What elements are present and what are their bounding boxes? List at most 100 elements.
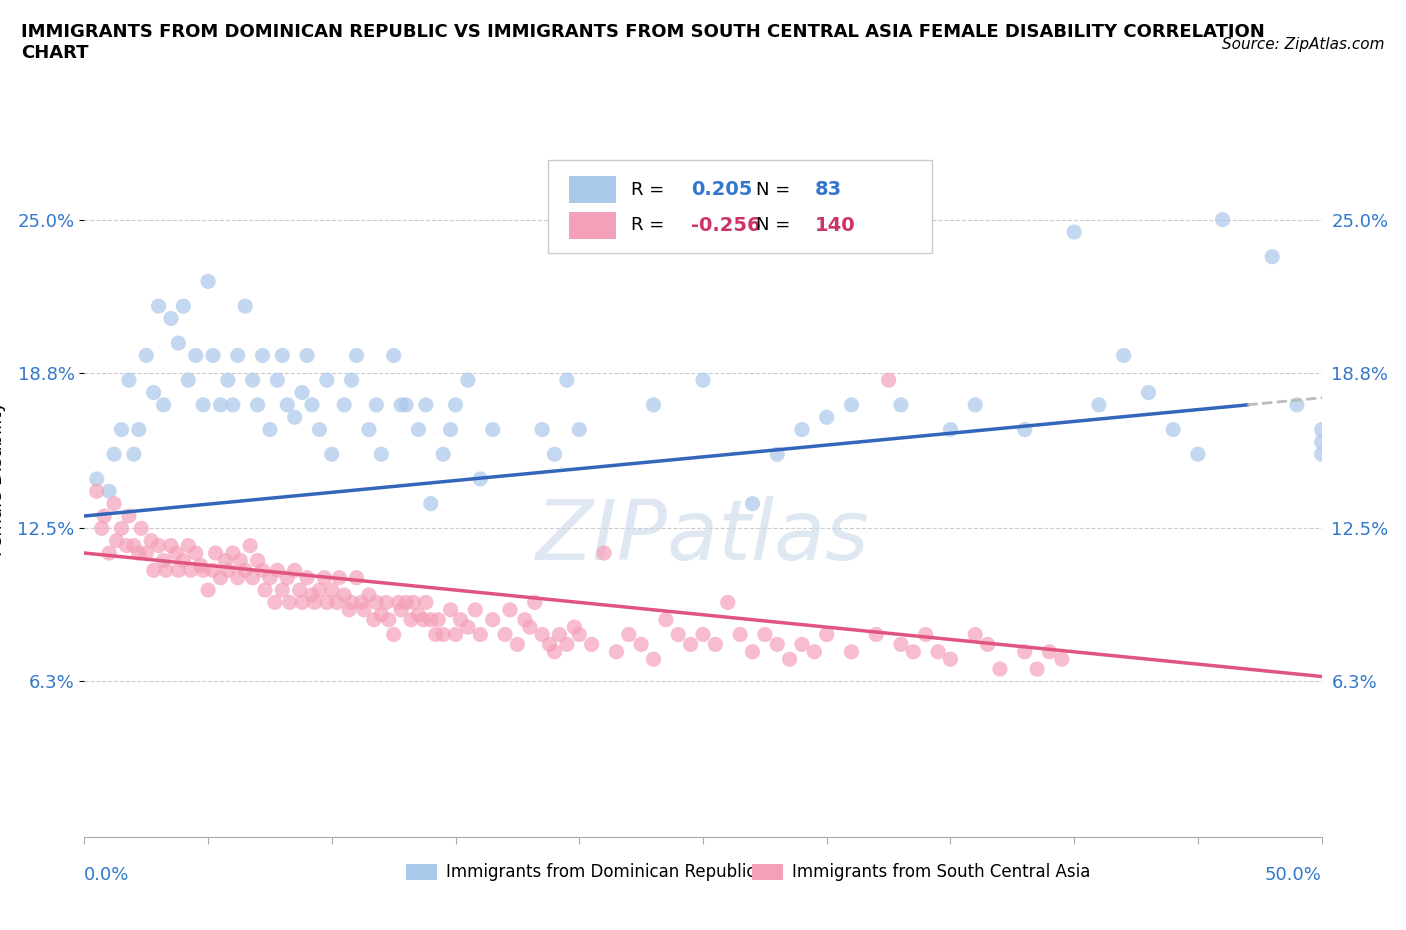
Point <box>766 446 789 461</box>
Point <box>118 373 141 388</box>
Point <box>191 397 214 412</box>
Point <box>122 446 145 461</box>
Point <box>226 348 249 363</box>
Text: 140: 140 <box>814 216 855 235</box>
Point <box>519 619 541 634</box>
Point <box>513 612 536 627</box>
Point <box>555 637 578 652</box>
Point <box>190 558 212 573</box>
Point <box>128 422 150 437</box>
Point <box>217 373 239 388</box>
Point <box>457 619 479 634</box>
Point <box>568 422 591 437</box>
Point <box>965 627 987 642</box>
Point <box>389 603 412 618</box>
Point <box>914 627 936 642</box>
Point <box>408 607 430 622</box>
Y-axis label: Female Disability: Female Disability <box>0 402 6 556</box>
Point <box>605 644 627 659</box>
Point <box>301 588 323 603</box>
Point <box>877 373 900 388</box>
Point <box>122 538 145 553</box>
Point <box>233 563 256 578</box>
Point <box>728 627 751 642</box>
Point <box>167 563 190 578</box>
Point <box>197 274 219 289</box>
Point <box>679 637 702 652</box>
Point <box>321 446 343 461</box>
Point <box>965 397 987 412</box>
Point <box>494 627 516 642</box>
Point <box>523 595 546 610</box>
Point <box>337 603 360 618</box>
Text: Immigrants from South Central Asia: Immigrants from South Central Asia <box>792 863 1091 881</box>
Point <box>333 588 356 603</box>
Point <box>142 563 165 578</box>
Point <box>259 570 281 585</box>
Point <box>666 627 689 642</box>
Point <box>803 644 825 659</box>
Point <box>548 627 571 642</box>
Point <box>118 509 141 524</box>
Point <box>160 538 183 553</box>
Point <box>98 484 121 498</box>
Bar <box>569 212 616 239</box>
Point <box>252 563 274 578</box>
Point <box>531 627 554 642</box>
Point <box>271 582 294 597</box>
Point <box>903 644 925 659</box>
Point <box>543 644 565 659</box>
Point <box>865 627 887 642</box>
Point <box>308 422 330 437</box>
Point <box>419 497 441 512</box>
Point <box>340 595 363 610</box>
Point <box>239 538 262 553</box>
Point <box>1063 224 1085 239</box>
Point <box>264 595 287 610</box>
Point <box>1137 385 1160 400</box>
Point <box>370 607 392 622</box>
FancyBboxPatch shape <box>548 160 932 253</box>
Point <box>115 538 138 553</box>
Point <box>141 533 163 548</box>
Point <box>1261 249 1284 264</box>
Text: R =: R = <box>631 217 671 234</box>
Point <box>890 637 912 652</box>
Point <box>326 595 349 610</box>
Point <box>148 299 170 313</box>
Point <box>1026 661 1049 676</box>
Point <box>253 582 276 597</box>
Point <box>457 373 479 388</box>
Point <box>841 397 863 412</box>
Point <box>1161 422 1184 437</box>
Point <box>222 397 245 412</box>
Point <box>617 627 640 642</box>
Point <box>1038 644 1060 659</box>
Point <box>593 546 616 561</box>
Point <box>93 509 115 524</box>
Point <box>233 299 256 313</box>
Point <box>291 385 314 400</box>
Text: Source: ZipAtlas.com: Source: ZipAtlas.com <box>1222 37 1385 52</box>
Point <box>439 603 461 618</box>
Point <box>939 422 962 437</box>
Point <box>1112 348 1135 363</box>
Point <box>315 595 337 610</box>
Point <box>172 299 194 313</box>
Point <box>295 348 318 363</box>
Point <box>308 582 330 597</box>
Point <box>110 521 132 536</box>
Point <box>976 637 998 652</box>
Point <box>284 563 307 578</box>
Point <box>180 563 202 578</box>
Point <box>741 497 763 512</box>
Point <box>790 422 813 437</box>
Point <box>315 373 337 388</box>
Point <box>353 603 375 618</box>
Point <box>375 595 398 610</box>
Bar <box>752 864 783 880</box>
Point <box>271 348 294 363</box>
Point <box>841 644 863 659</box>
Point <box>939 652 962 667</box>
Point <box>419 612 441 627</box>
